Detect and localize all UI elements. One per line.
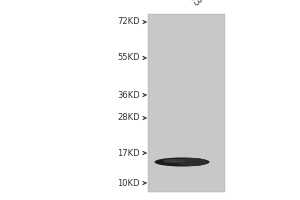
- Text: 55KD: 55KD: [118, 53, 140, 62]
- Text: 293: 293: [182, 0, 202, 8]
- Ellipse shape: [177, 158, 207, 166]
- Text: 10KD: 10KD: [118, 178, 140, 188]
- Text: 72KD: 72KD: [117, 18, 140, 26]
- Ellipse shape: [163, 159, 185, 163]
- Text: 17KD: 17KD: [117, 148, 140, 158]
- Text: 28KD: 28KD: [117, 114, 140, 122]
- Bar: [148, 14, 225, 192]
- Ellipse shape: [154, 158, 209, 166]
- Text: 36KD: 36KD: [117, 90, 140, 99]
